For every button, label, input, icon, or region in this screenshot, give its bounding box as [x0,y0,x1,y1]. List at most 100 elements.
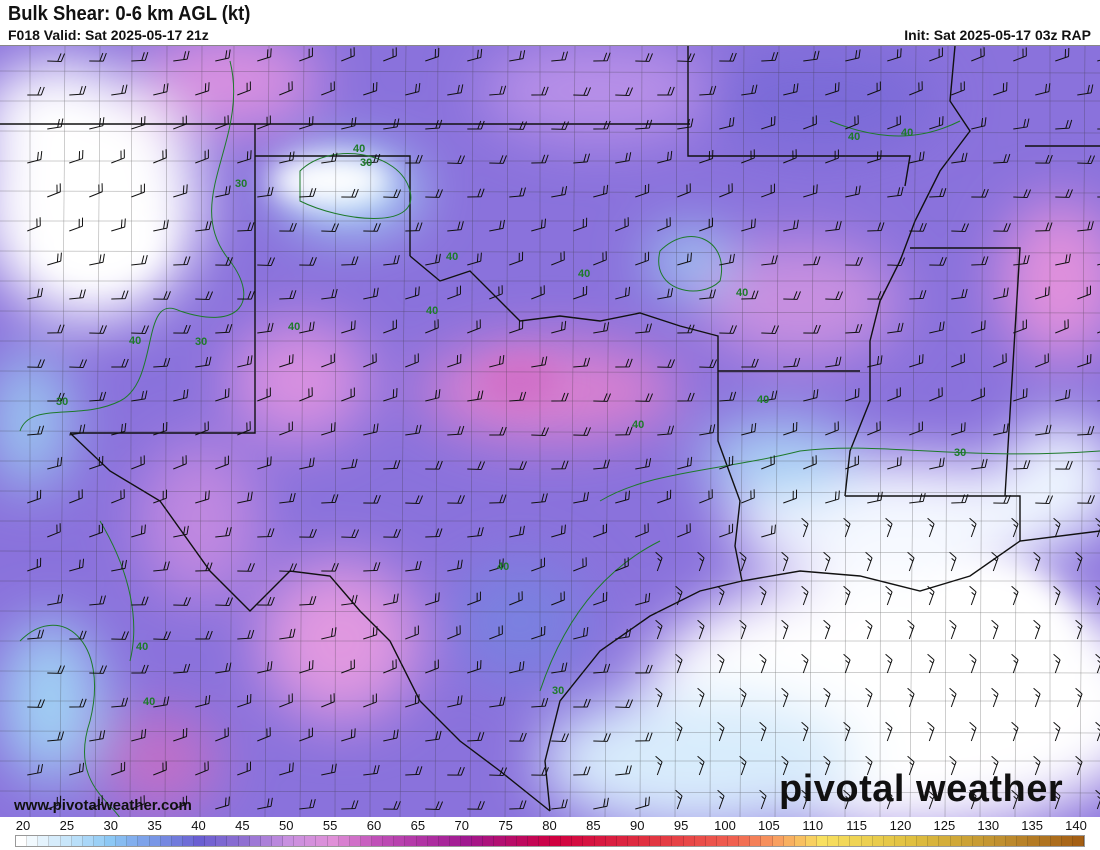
colorbar-tick-label: 105 [758,818,780,833]
colorbar-tick-label: 50 [279,818,294,833]
chart-title: Bulk Shear: 0-6 km AGL (kt) [8,3,251,25]
wind-barb [719,523,734,538]
wind-barb [341,659,355,674]
wind-barb [363,562,381,572]
contour-label: 30 [360,157,372,169]
wind-barb [447,84,464,96]
wind-barb [1033,619,1041,640]
wind-barb [825,421,839,436]
wind-barb [761,183,775,198]
wind-barb [677,183,691,198]
wind-barb [719,391,737,402]
wind-barb [467,188,485,198]
wind-barb [675,585,683,606]
wind-barb [27,150,43,164]
wind-barb [657,489,672,504]
colorbar-swatch [427,836,439,846]
wind-barb [677,118,694,130]
wind-barb [27,699,45,708]
wind-barb [573,491,589,504]
colorbar-swatch [805,836,817,846]
wind-barb [237,150,252,164]
colorbar-swatch [872,836,884,846]
wind-barb [237,290,255,300]
wind-barb [1075,619,1083,640]
wind-barb [299,799,316,810]
wind-barb [677,456,693,470]
contour-label: 30 [954,447,966,459]
wind-barb [801,721,809,742]
wind-barb [803,455,817,470]
wind-barb [1077,425,1095,436]
wind-barb [971,117,987,130]
colorbar-tick-label: 135 [1021,818,1043,833]
wind-barb [447,425,465,436]
colorbar-swatch [1006,836,1018,846]
wind-barb [993,153,1011,164]
wind-barb [1035,424,1052,436]
wind-barb [1053,585,1061,606]
wind-barb [299,457,315,470]
wind-barb [801,789,809,810]
wind-barb [321,494,339,504]
wind-barb [531,218,547,232]
wind-barb [467,461,486,470]
wind-barb [425,659,439,674]
wind-barb [363,423,379,436]
wind-barb [531,86,549,96]
wind-barb [257,186,274,198]
wind-barb [27,557,42,572]
wind-barb [509,591,523,606]
wind-barb [885,653,893,674]
colorbar-tick-label: 115 [846,818,867,833]
wind-barb [1011,653,1019,674]
wind-barb [677,392,695,402]
wind-barb [341,47,355,62]
wind-barb [509,319,524,334]
weather-map[interactable]: 40 30 30 40 40 40 30 40 30 40 40 40 40 40 40 30 40 40 30 40 [0,45,1100,817]
colorbar-swatch [16,836,28,846]
wind-barb [531,154,549,164]
wind-barb [699,489,713,504]
colorbar-tick-label: 110 [802,818,824,833]
wind-barb [27,629,45,640]
wind-barb [1053,653,1061,674]
wind-barb [885,789,893,810]
wind-barb [1013,388,1028,402]
wind-barb [865,619,873,640]
wind-barb [551,591,565,606]
wind-barb [929,387,943,402]
colorbar-swatch [650,836,662,846]
wind-barb [111,559,128,572]
colorbar-swatch [27,836,39,846]
contour-label: 40 [129,335,141,347]
wind-barb [573,766,591,776]
wind-barb [993,495,1011,504]
contour-label: 30 [552,685,564,697]
wind-barb [153,149,167,164]
colorbar-swatch [850,836,862,846]
wind-barb [153,631,172,640]
colorbar-swatch [861,836,873,846]
wind-barb [593,459,610,470]
wind-barb [27,359,45,368]
colorbar-swatch [127,836,139,846]
wind-barb [173,324,191,334]
wind-barb [153,357,171,368]
wind-barb [593,322,610,334]
wind-barb [655,619,663,640]
wind-barb [467,390,484,402]
colorbar-tick-label: 90 [630,818,645,833]
wind-barb [279,563,298,572]
wind-barb [907,619,915,640]
wind-barb [845,455,859,470]
wind-barb [173,525,189,538]
colorbar-swatch [1050,836,1062,846]
colorbar-swatch [449,836,461,846]
wind-barb [257,322,274,334]
wind-barb [971,387,985,402]
wind-barb [341,728,356,742]
wind-barb [801,585,809,606]
wind-barb [383,529,401,538]
wind-barb [1035,495,1054,504]
